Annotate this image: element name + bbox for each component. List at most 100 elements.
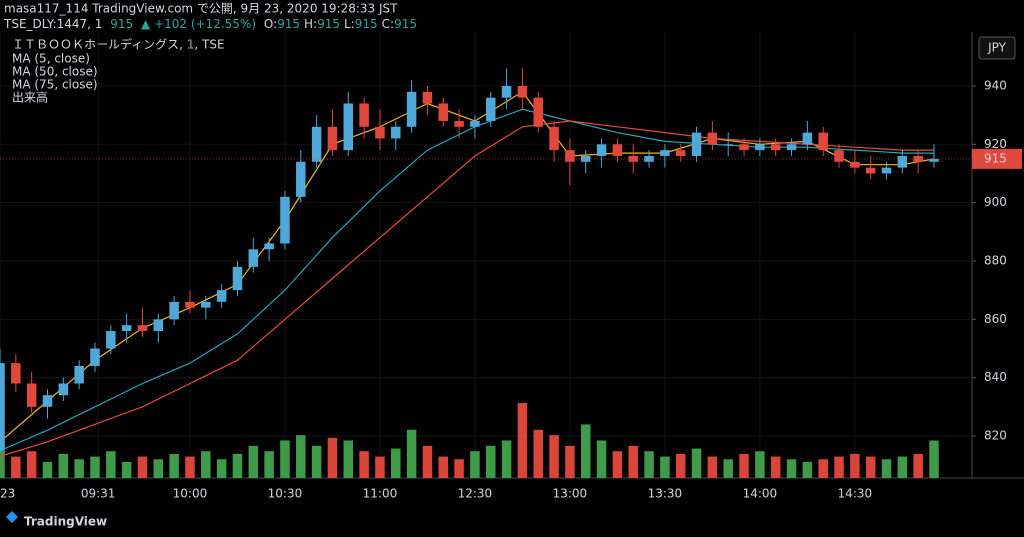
y-tick-label: 880 — [984, 253, 1007, 267]
volume-bar — [517, 403, 528, 478]
y-tick-label: 860 — [984, 312, 1007, 326]
candle-body — [802, 132, 813, 145]
y-tick-label: 840 — [984, 370, 1007, 384]
volume-bar — [311, 445, 322, 478]
volume-bar — [42, 461, 53, 478]
ohlc-label: H: — [304, 17, 317, 31]
candle-body — [881, 167, 892, 174]
candle-body — [786, 144, 797, 151]
y-tick-label: 900 — [984, 195, 1007, 209]
x-tick-label: 09:31 — [81, 487, 116, 501]
volume-bar — [596, 440, 607, 478]
candle-body — [169, 301, 179, 320]
x-tick-label: 13:30 — [648, 487, 683, 501]
candle-body — [42, 395, 53, 407]
symbol: TSE_DLY:1447, 1 — [3, 17, 102, 31]
volume-bar — [897, 456, 908, 478]
candle-body — [897, 155, 908, 168]
candle-body — [153, 319, 164, 331]
volume-bar — [137, 456, 148, 478]
x-tick-label: 10:00 — [173, 487, 208, 501]
y-tick-label: 940 — [984, 78, 1007, 92]
volume-bar — [359, 451, 369, 478]
volume-bar — [818, 459, 828, 478]
volume-bar — [802, 461, 813, 478]
volume-bar — [691, 448, 702, 478]
candle-body — [121, 325, 132, 331]
candle-body — [375, 126, 385, 139]
last-price-box — [972, 148, 1022, 169]
candle-body — [850, 161, 860, 168]
candle-body — [248, 249, 259, 267]
candle-body — [0, 363, 5, 451]
candle-body — [264, 243, 274, 250]
legend-entry: MA (5, close) — [12, 52, 90, 66]
symbol-line: TSE_DLY:1447, 1 915 ▲ +102 (+12.55%) O:9… — [3, 17, 417, 31]
volume-bar — [675, 453, 686, 478]
volume-bar — [565, 445, 575, 478]
volume-bar — [248, 445, 259, 478]
currency: JPY — [987, 41, 1007, 55]
currency-box[interactable] — [978, 36, 1016, 60]
volume-bar — [533, 429, 543, 478]
volume-bar — [153, 459, 164, 478]
volume-bar — [74, 459, 84, 478]
candle-body — [770, 144, 781, 151]
legend-entry: 出来高 — [12, 90, 48, 105]
volume-bar — [391, 448, 401, 478]
volume-bar — [280, 440, 290, 478]
volume-bar — [739, 453, 749, 478]
volume-bar — [422, 445, 433, 478]
candle-body — [865, 167, 876, 174]
candle-body — [26, 383, 37, 407]
candle-body — [343, 103, 354, 151]
candle-body — [232, 266, 243, 291]
ohlc-value: 915 — [355, 17, 378, 31]
candle-body — [486, 97, 496, 121]
last: 915 — [110, 17, 133, 31]
candle-body — [454, 120, 464, 127]
candle-body — [137, 325, 148, 331]
candle-body — [438, 103, 449, 121]
volume-bar — [612, 451, 623, 478]
volume-bar — [470, 451, 480, 478]
volume-bar — [834, 456, 844, 478]
legend-entry: MA (50, close) — [12, 65, 98, 79]
candle-body — [517, 85, 528, 98]
volume-bar — [327, 437, 338, 478]
candle-body — [675, 150, 686, 156]
change: ▲ +102 (+12.55%) — [141, 17, 256, 31]
x-tick-label: 12:30 — [458, 487, 493, 501]
volume-bar — [501, 440, 512, 478]
candle-body — [644, 155, 654, 162]
y-tick-label: 920 — [984, 137, 1007, 151]
volume-bar — [216, 459, 227, 478]
ohlc-label: L: — [344, 17, 355, 31]
brand-logo — [6, 511, 18, 523]
chart-title: ＩＴＢＯＯＫホールディングス, 1, TSE — [12, 37, 225, 52]
volume-bar — [0, 445, 5, 478]
candle-body — [596, 144, 607, 156]
candle-body — [216, 290, 227, 302]
volume-bar — [169, 453, 179, 478]
x-tick-label: 23 — [0, 487, 15, 501]
volume-bar — [375, 456, 385, 478]
candle-body — [311, 126, 322, 162]
y-tick-label: 820 — [984, 428, 1007, 442]
volume-bar — [438, 456, 449, 478]
volume-bar — [755, 451, 765, 478]
candle-body — [929, 158, 939, 162]
ohlc-label: C: — [382, 17, 394, 31]
volume-bar — [660, 456, 670, 478]
volume-bar — [850, 453, 860, 478]
volume-bar — [865, 456, 876, 478]
volume-bar — [343, 440, 354, 478]
candle-body — [90, 348, 100, 366]
candle-body — [296, 161, 306, 197]
candle-body — [406, 91, 417, 127]
candle-body — [327, 126, 338, 151]
candle-body — [185, 301, 195, 308]
volume-bar — [201, 451, 211, 478]
